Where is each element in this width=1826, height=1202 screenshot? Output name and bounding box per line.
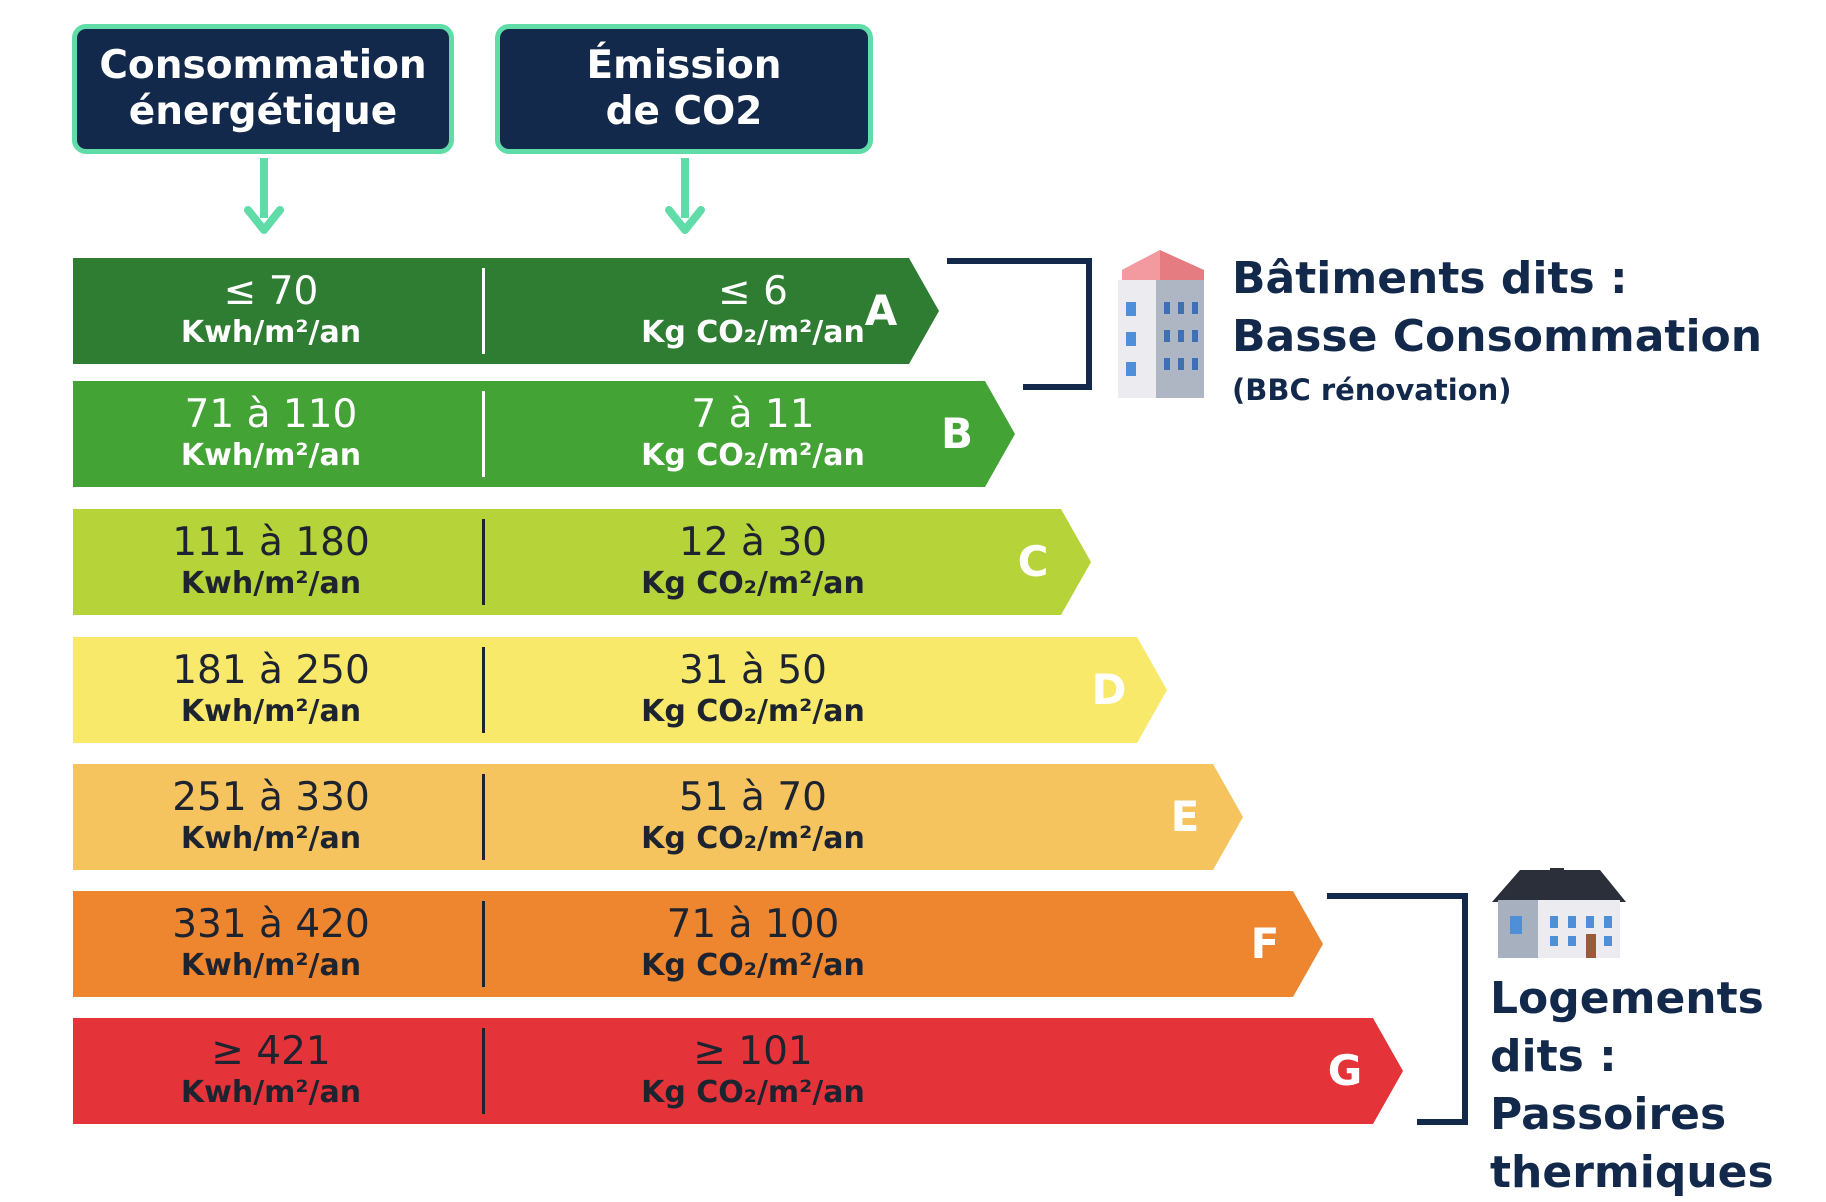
band-a-co2-unit: Kg CO₂/m²/an [641,315,865,350]
band-a: ≤ 70 Kwh/m²/an ≤ 6 Kg CO₂/m²/an A [73,258,939,364]
band-e-co2-unit: Kg CO₂/m²/an [641,821,865,856]
band-d-energy-unit: Kwh/m²/an [180,694,362,729]
band-f-letter: F [1250,919,1280,968]
band-a-separator [482,268,485,354]
band-a-letter: A [864,286,898,335]
energy-header-line-1: Consommation [99,43,427,88]
band-f-energy-unit: Kwh/m²/an [180,948,362,983]
passoires-group-bracket [1327,893,1468,1125]
band-d-co2-unit: Kg CO₂/m²/an [641,694,865,729]
band-e-separator [482,774,485,860]
band-e-energy: 251 à 330 Kwh/m²/an [73,764,469,870]
band-b-separator [482,391,485,477]
band-g-energy-value: ≥ 421 [211,1029,331,1074]
band-a-co2-value: ≤ 6 [718,269,788,314]
band-d-energy-value: 181 à 250 [172,648,370,693]
bbc-group-note: (BBC rénovation) [1232,373,1512,407]
band-g-co2-unit: Kg CO₂/m²/an [641,1075,865,1110]
bbc-group-title: Bâtiments dits : Basse Consommation [1232,250,1762,366]
band-e-letter: E [1170,792,1200,841]
band-d-letter: D [1091,665,1127,714]
energy-down-arrow-icon [244,158,284,234]
band-f-arrow-shape [73,891,1323,997]
band-g-arrow-shape [73,1018,1403,1124]
band-c-separator [482,519,485,605]
band-b-co2-unit: Kg CO₂/m²/an [641,438,865,473]
band-c: 111 à 180 Kwh/m²/an 12 à 30 Kg CO₂/m²/an… [73,509,1091,615]
bbc-title-line-1: Bâtiments dits : [1232,253,1628,304]
band-g-co2: ≥ 101 Kg CO₂/m²/an [485,1018,1021,1124]
bbc-title-line-2: Basse Consommation [1232,311,1763,362]
band-d-energy: 181 à 250 Kwh/m²/an [73,637,469,743]
band-c-letter: C [1017,537,1049,586]
band-e-energy-value: 251 à 330 [172,775,370,820]
house-icon [1492,868,1626,958]
band-d-co2: 31 à 50 Kg CO₂/m²/an [485,637,1021,743]
band-f-energy: 331 à 420 Kwh/m²/an [73,891,469,997]
passoires-title-line-3: thermiques [1490,1147,1774,1198]
band-d-co2-value: 31 à 50 [679,648,827,693]
bbc-group-bracket [947,258,1092,390]
passoires-title-line-2: dits : Passoires [1490,1031,1727,1140]
band-f-co2-unit: Kg CO₂/m²/an [641,948,865,983]
band-e-co2: 51 à 70 Kg CO₂/m²/an [485,764,1021,870]
passoires-group-title: Logements dits : Passoires thermiques [1490,970,1826,1202]
band-b-co2-value: 7 à 11 [691,392,815,437]
band-b-energy: 71 à 110 Kwh/m²/an [73,381,469,487]
band-f-separator [482,901,485,987]
passoires-title-line-1: Logements [1490,973,1764,1024]
band-b-co2: 7 à 11 Kg CO₂/m²/an [485,381,1021,487]
band-f-co2-value: 71 à 100 [666,902,840,947]
band-a-energy: ≤ 70 Kwh/m²/an [73,258,469,364]
band-b-letter: B [940,409,973,458]
band-c-energy-unit: Kwh/m²/an [180,566,362,601]
band-a-energy-value: ≤ 70 [223,269,319,314]
band-e-arrow-shape [73,764,1243,870]
band-b-arrow-shape [73,381,1015,487]
band-c-co2: 12 à 30 Kg CO₂/m²/an [485,509,1021,615]
co2-emission-header: Émission de CO2 [495,24,873,154]
band-b-energy-value: 71 à 110 [184,392,358,437]
band-f-co2: 71 à 100 Kg CO₂/m²/an [485,891,1021,997]
band-a-arrow-shape [73,258,939,364]
band-f: 331 à 420 Kwh/m²/an 71 à 100 Kg CO₂/m²/a… [73,891,1323,997]
apartment-building-icon [1118,250,1204,398]
band-g-co2-value: ≥ 101 [693,1029,813,1074]
band-g-letter: G [1327,1046,1363,1095]
band-g-energy: ≥ 421 Kwh/m²/an [73,1018,469,1124]
band-g-energy-unit: Kwh/m²/an [180,1075,362,1110]
band-g: ≥ 421 Kwh/m²/an ≥ 101 Kg CO₂/m²/an G [73,1018,1403,1124]
energy-header-line-2: énergétique [128,89,398,134]
band-c-arrow-shape [73,509,1091,615]
band-c-energy-value: 111 à 180 [172,520,370,565]
band-c-co2-unit: Kg CO₂/m²/an [641,566,865,601]
energy-consumption-header: Consommation énergétique [72,24,454,154]
co2-header-line-1: Émission [586,43,782,88]
band-d: 181 à 250 Kwh/m²/an 31 à 50 Kg CO₂/m²/an… [73,637,1167,743]
band-a-co2: ≤ 6 Kg CO₂/m²/an [485,258,1021,364]
band-c-co2-value: 12 à 30 [679,520,827,565]
band-b: 71 à 110 Kwh/m²/an 7 à 11 Kg CO₂/m²/an B [73,381,1015,487]
band-g-separator [482,1028,485,1114]
band-b-energy-unit: Kwh/m²/an [180,438,362,473]
co2-down-arrow-icon [665,158,705,234]
band-f-energy-value: 331 à 420 [172,902,370,947]
band-a-energy-unit: Kwh/m²/an [180,315,362,350]
band-e-co2-value: 51 à 70 [679,775,827,820]
band-e-energy-unit: Kwh/m²/an [180,821,362,856]
band-d-separator [482,647,485,733]
band-c-energy: 111 à 180 Kwh/m²/an [73,509,469,615]
co2-header-line-2: de CO2 [605,89,763,134]
band-d-arrow-shape [73,637,1167,743]
band-e: 251 à 330 Kwh/m²/an 51 à 70 Kg CO₂/m²/an… [73,764,1243,870]
